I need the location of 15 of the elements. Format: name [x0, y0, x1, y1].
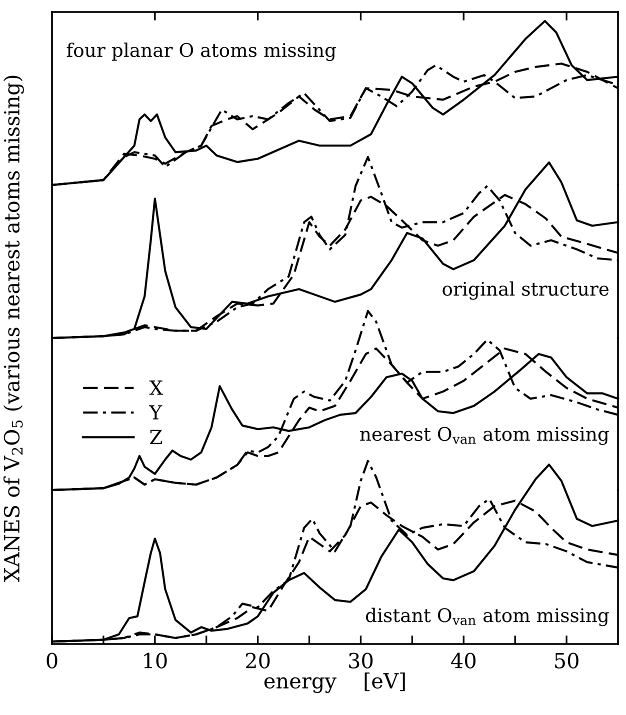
x-tick-label: 20 [246, 652, 270, 668]
text: nearest O$_{van}$ atom missing [360, 426, 609, 445]
legend-label: Y [149, 405, 162, 420]
x-axis-title: energy [eV] [264, 672, 405, 693]
y-axis-title: XANES of V$_{2}$O$_{5}$ (various nearest atoms missing) [3, 76, 24, 582]
text: original structure [442, 281, 609, 300]
x-tick-label: 10 [144, 652, 167, 668]
x-tick-label: 50 [555, 652, 578, 668]
x-tick-label: 40 [451, 652, 476, 668]
legend-label: Z [150, 430, 162, 444]
x-tick-label: 30 [349, 652, 373, 668]
text: distant O$_{van}$ atom missing [366, 608, 609, 626]
legend-label: X [149, 380, 163, 395]
x-tick-label: 0 [46, 652, 58, 668]
text: four planar O atoms missing [66, 42, 336, 61]
